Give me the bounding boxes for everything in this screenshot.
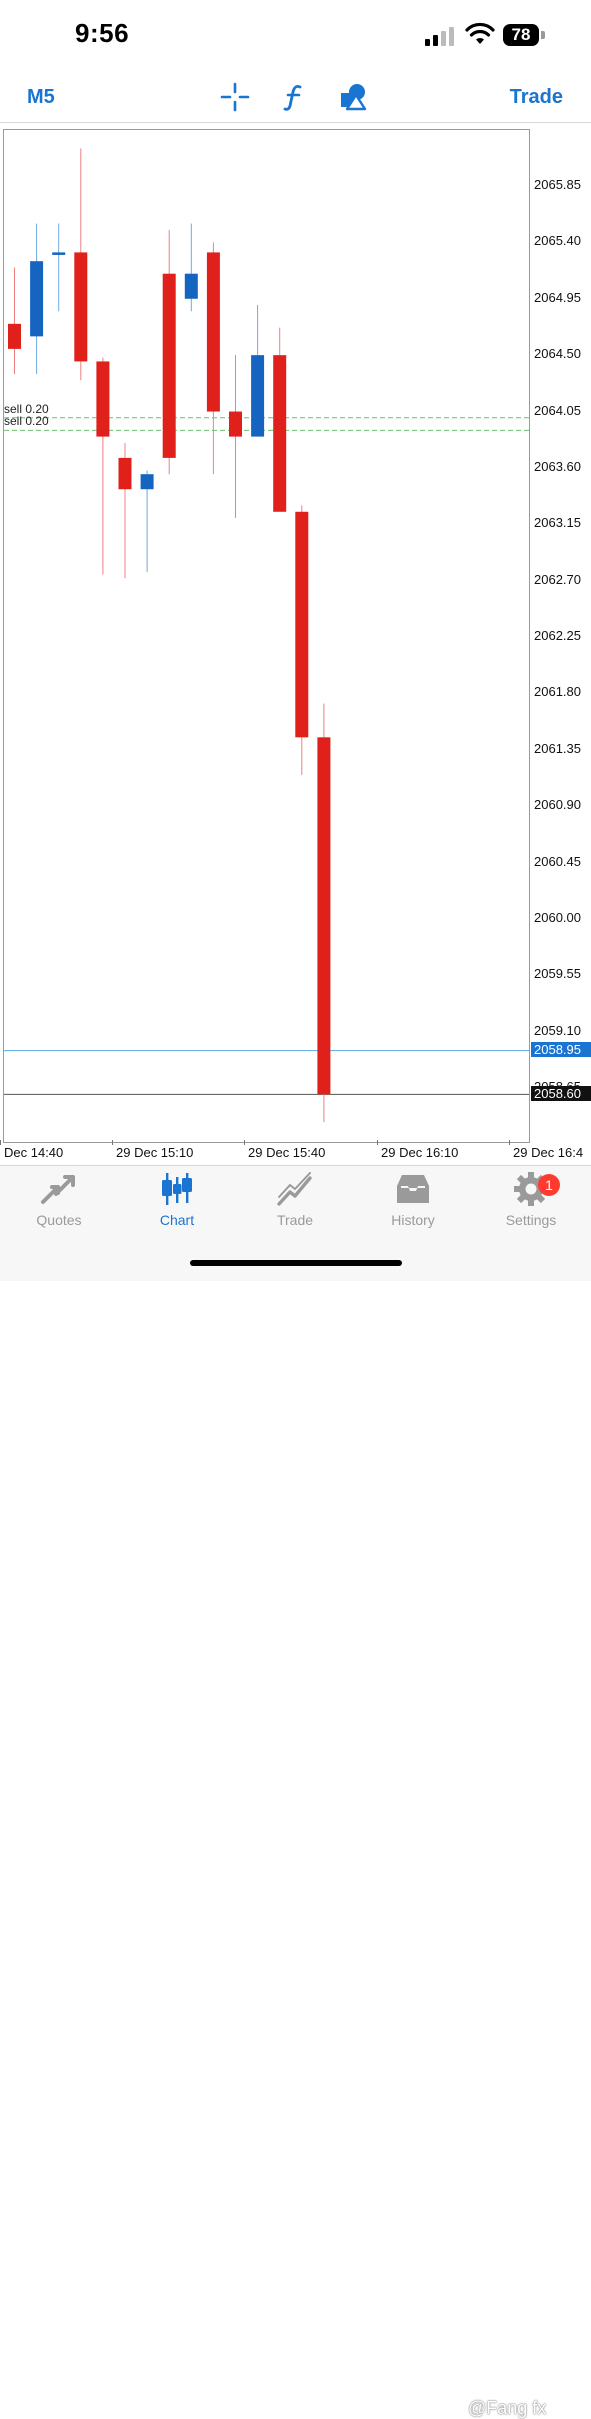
price-tick-label: 2060.00: [534, 910, 581, 925]
time-tick-label: 29 Dec 15:40: [248, 1145, 326, 1160]
bid-price-badge: 2058.60: [531, 1085, 591, 1101]
candle-body: [206, 252, 220, 412]
time-tick-label: 29 Dec 16:10: [381, 1145, 459, 1160]
tab-trade-label: Trade: [276, 1212, 314, 1228]
tab-chart-label: Chart: [159, 1212, 195, 1228]
tab-settings-label: Settings: [505, 1212, 557, 1228]
candles-icon: [162, 1173, 192, 1205]
time-tick: [509, 1140, 510, 1145]
candle-body: [8, 323, 21, 349]
time-tick-label: Dec 14:40: [4, 1145, 64, 1160]
battery-icon: 78: [503, 24, 547, 46]
candle-body: [317, 737, 331, 1095]
price-tick-label: 2065.85: [534, 177, 581, 192]
home-indicator: [190, 1260, 402, 1266]
price-tick-label: 2065.40: [534, 233, 581, 249]
price-tick-label: 2062.25: [534, 628, 581, 644]
status-bar: 9:56 78: [0, 0, 591, 70]
price-tick-label: 2064.95: [534, 289, 581, 305]
tab-quotes[interactable]: Quotes: [9, 1172, 109, 1242]
price-tick-label: 2062.70: [534, 571, 581, 587]
candle-body: [229, 411, 242, 437]
time-tick: [244, 1140, 245, 1145]
ask-price-badge: 2058.95: [531, 1042, 591, 1058]
order-label[interactable]: sell 0.20: [4, 401, 49, 416]
tab-history[interactable]: History: [363, 1172, 463, 1242]
time-tick: [377, 1140, 378, 1145]
candle-body: [162, 273, 176, 458]
time-tick: [0, 1140, 1, 1145]
inbox-icon: [397, 1175, 429, 1203]
objects-icon[interactable]: [339, 82, 369, 112]
chart-plot-area[interactable]: [3, 129, 530, 1143]
time-tick: [112, 1140, 113, 1145]
price-tick-label: 2060.45: [534, 853, 581, 869]
price-tick-label: 2061.80: [534, 684, 581, 700]
candle-body: [74, 252, 88, 362]
price-tick-label: 2063.60: [534, 458, 581, 474]
cellular-signal-icon: [425, 27, 454, 46]
timeframe-button[interactable]: M5: [27, 86, 55, 108]
status-time: 9:56: [75, 18, 130, 48]
settings-badge: 1: [538, 1174, 560, 1196]
price-tick-label: 2061.35: [534, 740, 581, 756]
candle-body: [251, 355, 265, 437]
candle-body: [96, 361, 110, 437]
tab-trade[interactable]: Trade: [245, 1172, 345, 1242]
price-tick-label: 2064.05: [534, 402, 581, 418]
tab-settings[interactable]: 1 Settings: [481, 1172, 581, 1242]
candle-body: [184, 273, 198, 299]
price-tick-label: 2064.50: [534, 346, 581, 362]
chart-toolbar: M5 Trade: [0, 72, 591, 123]
order-label[interactable]: sell 0.20: [4, 414, 49, 429]
price-tick-label: 2063.15: [534, 515, 581, 531]
battery-level: 78: [503, 24, 539, 46]
candle-body: [140, 474, 154, 490]
watermark: @Fang fx: [468, 2398, 547, 2418]
indicators-icon[interactable]: [280, 82, 310, 112]
price-tick-label: 2060.90: [534, 797, 581, 813]
candle-body: [52, 252, 66, 255]
candle-body: [273, 355, 287, 512]
price-tick-label: 2059.55: [534, 966, 581, 982]
tab-history-label: History: [391, 1212, 435, 1228]
price-chart[interactable]: 2065.85 2065.40 2064.95 2064.50 2064.05 2063.…: [0, 126, 591, 1164]
wifi-icon: [465, 22, 495, 44]
trade-button[interactable]: Trade: [509, 86, 563, 108]
candle-body: [295, 511, 309, 738]
price-tick-label: 2059.10: [534, 1022, 581, 1038]
tab-quotes-label: Quotes: [36, 1212, 82, 1228]
quotes-arrows-icon: [41, 1175, 75, 1204]
crosshair-icon[interactable]: [220, 82, 250, 112]
time-tick-label: 29 Dec 15:10: [116, 1145, 194, 1160]
tab-chart[interactable]: Chart: [127, 1172, 227, 1242]
candlestick-chart: [4, 148, 529, 1122]
time-tick-label: 29 Dec 16:4: [513, 1145, 584, 1160]
candle-body: [118, 457, 132, 490]
candle-body: [30, 261, 44, 337]
trade-line-icon: [277, 1172, 312, 1206]
